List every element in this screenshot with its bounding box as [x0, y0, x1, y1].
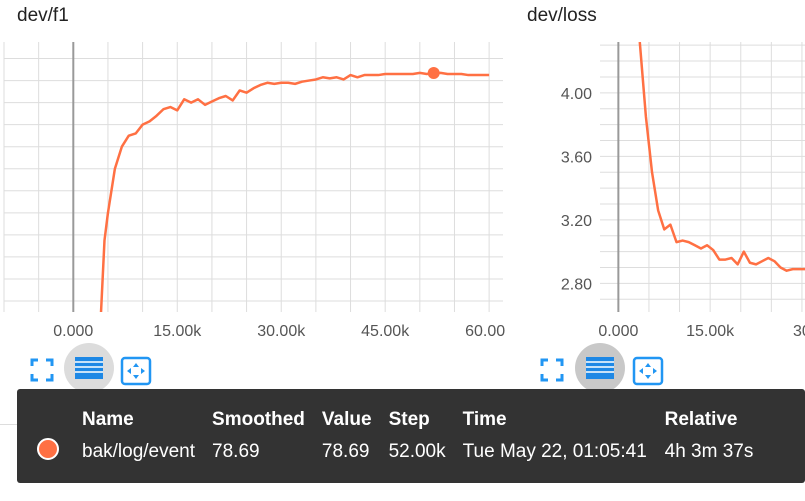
tooltip-relative: 4h 3m 37s [664, 441, 754, 462]
tooltip-swatch [37, 435, 82, 469]
y-tick-label: 3.20 [561, 213, 592, 230]
x-tick-label: 30.00k [257, 323, 306, 340]
fullscreen-icon [540, 358, 564, 382]
f1-chart[interactable]: 60.064.068.072.076.080.00.00015.00k30.00… [0, 0, 505, 345]
divider [0, 424, 17, 425]
series-line [638, 42, 805, 272]
y-tick-label: 4.00 [561, 86, 592, 103]
tooltip-header-name: Name [82, 409, 134, 430]
fullscreen-button-loss[interactable] [540, 358, 564, 382]
tooltip-header-time: Time [462, 409, 507, 430]
tooltip-time: Tue May 22, 01:05:41 [462, 441, 647, 462]
tooltip-header-smoothed: Smoothed [212, 409, 305, 430]
x-tick-label: 45.00k [361, 323, 410, 340]
y-tick-label: 3.60 [561, 149, 592, 166]
tooltip-name: bak/log/event [82, 441, 196, 462]
tooltip-header-step: Step [388, 409, 430, 430]
tooltip-value: 78.69 [321, 441, 370, 462]
fit-domain-button[interactable] [120, 356, 152, 386]
fullscreen-button[interactable] [30, 358, 54, 382]
loss-chart[interactable]: 2.80 3.20 3.60 4.00 0.000 15.00k 30 [505, 0, 805, 345]
tooltip-header-swatch [37, 405, 82, 435]
series-line [99, 71, 490, 312]
tooltip-table: Name Smoothed Value Step Time Relative b… [37, 405, 770, 469]
tooltip-panel: Name Smoothed Value Step Time Relative b… [17, 389, 805, 483]
tooltip-step: 52.00k [388, 441, 446, 462]
tooltip-header-relative: Relative [664, 409, 738, 430]
data-table-button[interactable] [64, 343, 114, 393]
tooltip-smoothed: 78.69 [212, 441, 260, 462]
x-tick-label: 0.000 [598, 323, 638, 340]
chart-title-loss: dev/loss [527, 5, 597, 26]
x-tick-label: 15.00k [686, 323, 735, 340]
highlight-point [427, 66, 440, 79]
data-table-button-loss[interactable] [575, 343, 625, 393]
x-tick-label: 0.000 [53, 323, 93, 340]
tooltip-header-row: Name Smoothed Value Step Time Relative [37, 405, 770, 435]
fit-domain-button-loss[interactable] [632, 356, 664, 386]
x-tick-label: 60.00k [465, 323, 505, 340]
series-color-dot [37, 438, 59, 460]
fullscreen-icon [30, 358, 54, 382]
tooltip-header-value: Value [321, 409, 372, 430]
chart-title-f1: dev/f1 [17, 5, 69, 26]
data-table-icon [586, 357, 614, 379]
data-table-icon [75, 357, 103, 379]
x-tick-label: 30 [793, 323, 805, 340]
fit-domain-icon [632, 356, 664, 386]
tooltip-data-row: bak/log/event 78.69 78.69 52.00k Tue May… [37, 435, 770, 469]
x-tick-label: 15.00k [153, 323, 202, 340]
fit-domain-icon [120, 356, 152, 386]
y-tick-label: 2.80 [561, 276, 592, 293]
